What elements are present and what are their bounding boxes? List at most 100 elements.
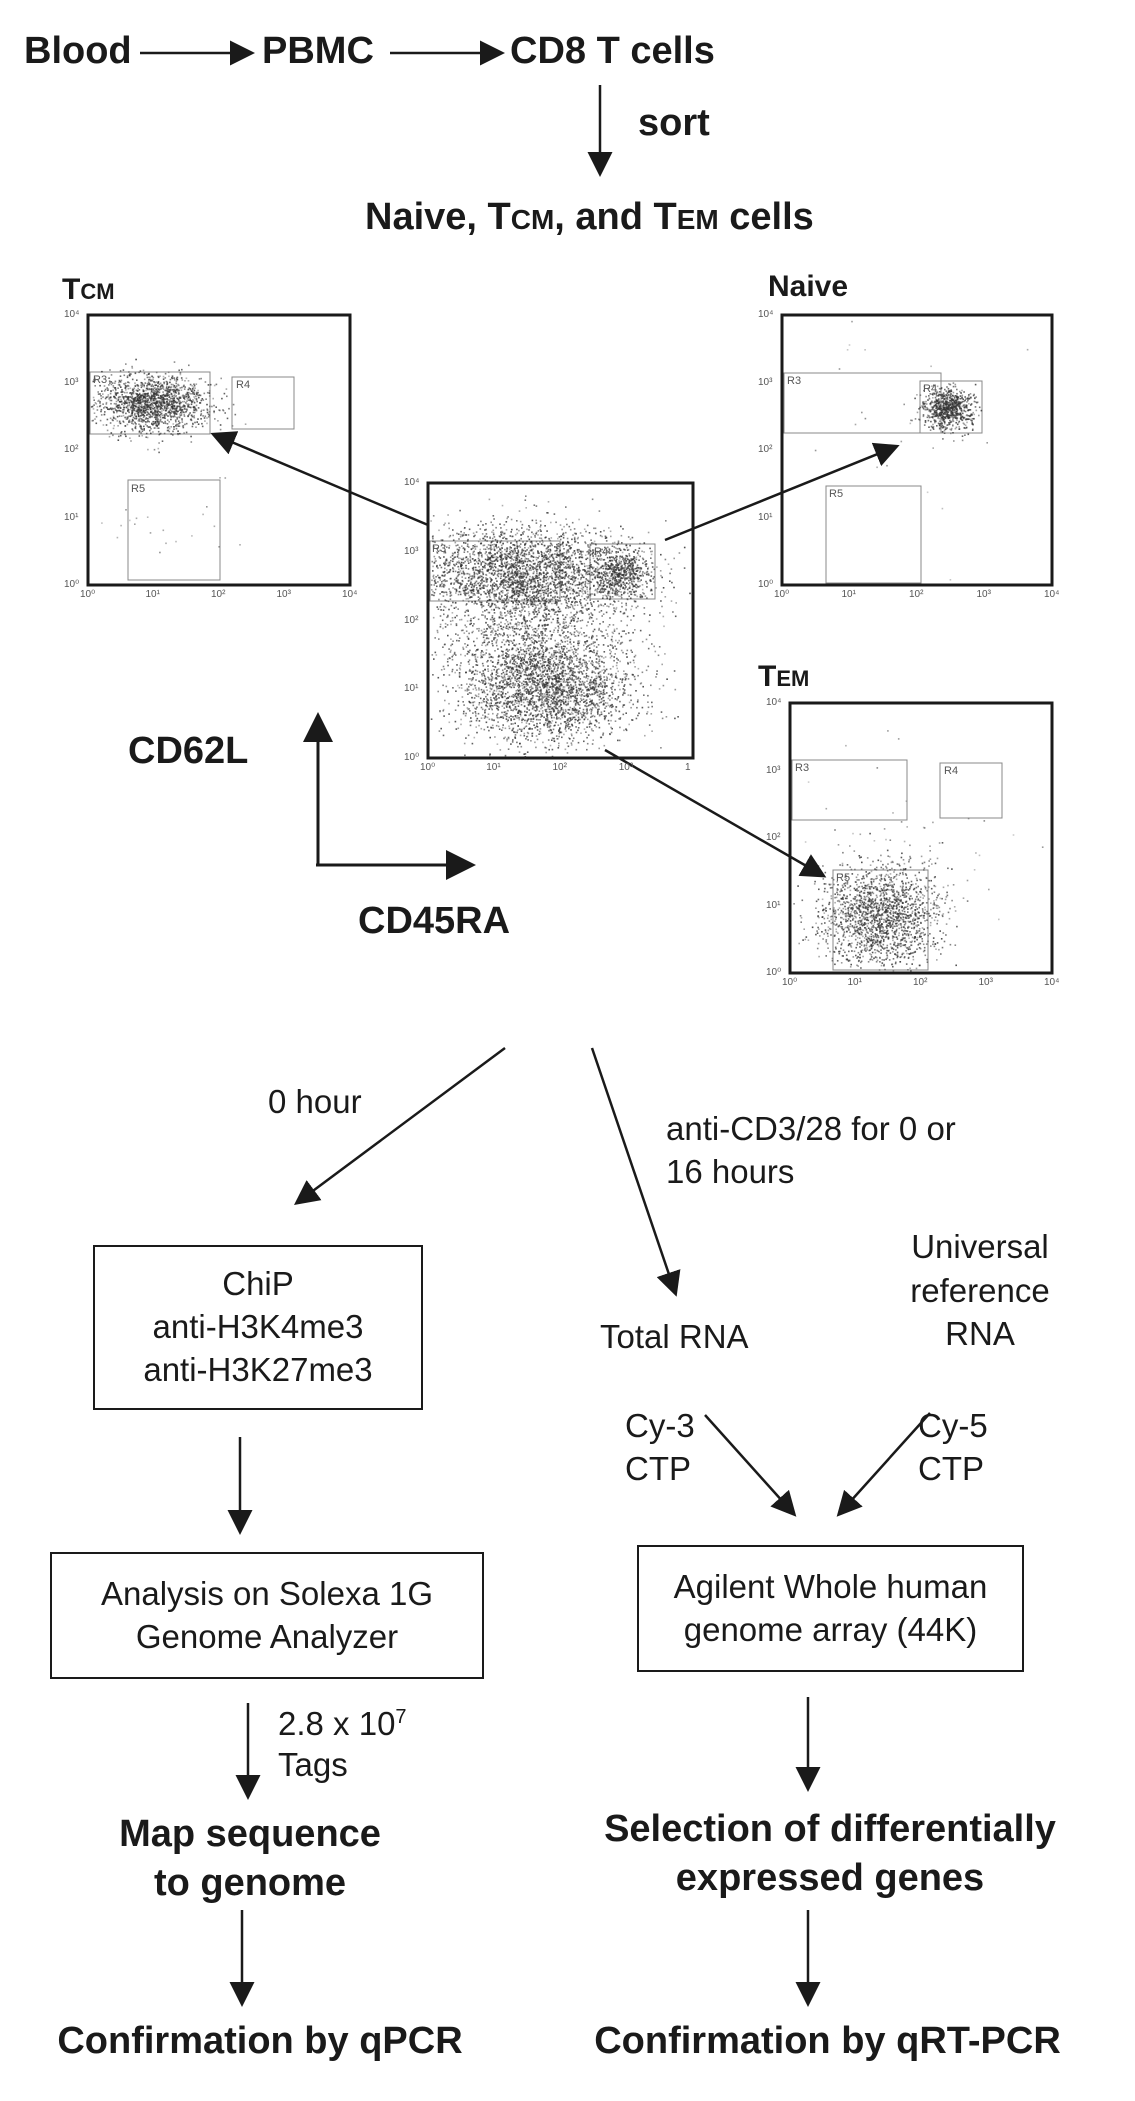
event-dot	[477, 592, 480, 594]
event-dot	[462, 567, 465, 570]
event-dot	[149, 429, 151, 432]
event-dot	[176, 416, 178, 419]
event-dot	[150, 392, 152, 394]
event-dot	[124, 425, 127, 427]
event-dot	[630, 597, 632, 600]
event-dot	[537, 596, 539, 599]
event-dot	[159, 416, 162, 418]
event-dot	[168, 411, 170, 413]
event-dot	[937, 415, 940, 417]
event-dot	[461, 572, 463, 575]
event-dot	[506, 547, 509, 549]
event-dot	[490, 572, 493, 575]
event-dot	[497, 586, 499, 589]
event-dot	[561, 577, 564, 579]
event-dot	[956, 395, 958, 398]
event-dot	[113, 396, 116, 399]
event-dot	[564, 583, 567, 585]
event-dot	[528, 578, 531, 581]
event-dot	[533, 570, 535, 573]
event-dot	[116, 420, 119, 422]
event-dot	[557, 567, 559, 569]
event-dot	[532, 598, 535, 600]
event-dot	[146, 382, 149, 385]
event-dot	[208, 411, 211, 413]
event-dot	[126, 398, 129, 400]
event-dot	[514, 565, 516, 568]
event-dot	[175, 377, 178, 380]
event-dot	[555, 568, 557, 570]
event-dot	[550, 554, 553, 557]
event-dot	[950, 432, 952, 435]
event-dot	[500, 569, 503, 572]
event-dot	[958, 426, 960, 428]
event-dot	[495, 526, 497, 529]
event-dot	[185, 410, 187, 413]
event-dot	[949, 579, 952, 581]
event-dot	[535, 574, 537, 577]
event-dot	[477, 570, 479, 572]
event-dot	[582, 606, 584, 609]
event-dot	[967, 400, 969, 402]
event-dot	[946, 406, 948, 408]
event-dot	[138, 397, 140, 399]
event-dot	[164, 406, 166, 409]
event-dot	[930, 410, 932, 412]
event-dot	[973, 413, 975, 416]
event-dot	[135, 403, 137, 405]
event-dot	[515, 555, 518, 557]
event-dot	[113, 402, 116, 405]
event-dot	[532, 551, 535, 554]
event-dot	[565, 565, 567, 568]
event-dot	[861, 411, 863, 414]
event-dot	[156, 411, 158, 413]
event-dot	[946, 427, 948, 429]
event-dot	[948, 383, 950, 385]
event-dot	[496, 541, 499, 544]
event-dot	[577, 578, 579, 580]
event-dot	[545, 583, 548, 585]
event-dot	[172, 434, 174, 436]
event-dot	[526, 583, 529, 586]
event-dot	[517, 549, 519, 551]
event-dot	[503, 532, 506, 535]
event-dot	[581, 612, 583, 614]
event-dot	[131, 408, 134, 410]
event-dot	[128, 371, 130, 373]
event-dot	[158, 391, 161, 393]
event-dot	[134, 425, 137, 428]
event-dot	[494, 549, 496, 552]
event-dot	[443, 591, 445, 594]
event-dot	[510, 578, 513, 581]
event-dot	[505, 565, 508, 567]
event-dot	[532, 592, 534, 594]
event-dot	[547, 594, 549, 596]
event-dot	[595, 588, 597, 591]
event-dot	[598, 576, 601, 579]
event-dot	[938, 391, 941, 393]
event-dot	[103, 390, 106, 392]
event-dot	[589, 587, 592, 589]
event-dot	[485, 630, 487, 633]
event-dot	[543, 554, 546, 557]
event-dot	[942, 392, 945, 394]
event-dot	[516, 563, 518, 566]
event-dot	[532, 572, 534, 575]
event-dot	[498, 569, 501, 572]
event-dot	[143, 403, 146, 405]
event-dot	[154, 427, 156, 429]
event-dot	[217, 420, 219, 422]
event-dot	[943, 403, 946, 405]
event-dot	[140, 394, 142, 397]
event-dot	[556, 560, 559, 563]
event-dot	[537, 580, 539, 582]
event-dot	[94, 379, 97, 382]
event-dot	[529, 594, 531, 597]
event-dot	[509, 566, 511, 568]
event-dot	[131, 378, 134, 381]
event-dot	[481, 556, 483, 558]
event-dot	[518, 539, 521, 542]
event-dot	[490, 578, 492, 580]
event-dot	[138, 420, 141, 422]
event-dot	[142, 400, 145, 402]
